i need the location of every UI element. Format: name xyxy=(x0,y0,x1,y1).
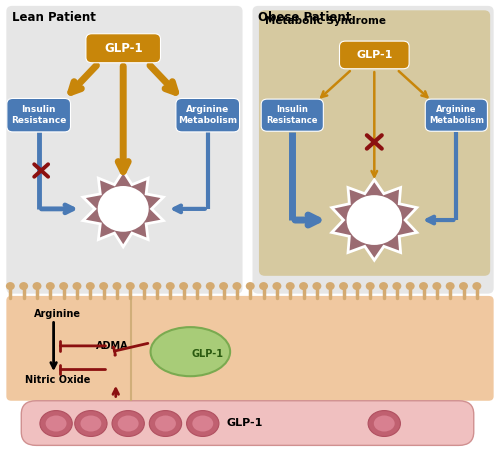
Text: Insulin
Resistance: Insulin Resistance xyxy=(266,106,318,125)
Text: GLP-1: GLP-1 xyxy=(227,418,263,428)
Circle shape xyxy=(272,282,281,290)
FancyBboxPatch shape xyxy=(86,34,160,63)
Text: Lean Patient: Lean Patient xyxy=(12,11,96,24)
Circle shape xyxy=(59,282,68,290)
Circle shape xyxy=(232,282,241,290)
FancyBboxPatch shape xyxy=(426,99,488,131)
FancyBboxPatch shape xyxy=(22,401,474,445)
Polygon shape xyxy=(332,180,417,260)
Circle shape xyxy=(459,282,468,290)
Circle shape xyxy=(72,282,82,290)
Text: GLP-1: GLP-1 xyxy=(192,349,224,359)
Circle shape xyxy=(379,282,388,290)
Circle shape xyxy=(166,282,175,290)
Circle shape xyxy=(246,282,254,290)
Circle shape xyxy=(46,282,55,290)
Circle shape xyxy=(346,195,402,245)
Circle shape xyxy=(99,282,108,290)
Circle shape xyxy=(6,282,15,290)
Ellipse shape xyxy=(150,327,230,376)
FancyBboxPatch shape xyxy=(259,10,490,276)
Circle shape xyxy=(406,282,414,290)
Circle shape xyxy=(152,282,162,290)
Circle shape xyxy=(139,282,148,290)
Circle shape xyxy=(259,282,268,290)
Text: GLP-1: GLP-1 xyxy=(104,42,142,55)
Text: Arginine
Metabolism: Arginine Metabolism xyxy=(178,106,238,125)
Circle shape xyxy=(299,282,308,290)
Circle shape xyxy=(419,282,428,290)
Ellipse shape xyxy=(150,410,182,436)
Circle shape xyxy=(339,282,348,290)
Circle shape xyxy=(192,282,202,290)
Polygon shape xyxy=(83,171,164,247)
Ellipse shape xyxy=(192,415,213,431)
Ellipse shape xyxy=(155,415,176,431)
Ellipse shape xyxy=(368,410,400,436)
Circle shape xyxy=(326,282,334,290)
Ellipse shape xyxy=(46,415,66,431)
Circle shape xyxy=(112,282,122,290)
FancyBboxPatch shape xyxy=(6,6,242,294)
Circle shape xyxy=(312,282,322,290)
Text: Nitric Oxide: Nitric Oxide xyxy=(26,375,90,385)
FancyBboxPatch shape xyxy=(7,98,70,132)
Ellipse shape xyxy=(118,415,139,431)
Circle shape xyxy=(432,282,442,290)
Circle shape xyxy=(86,282,95,290)
FancyBboxPatch shape xyxy=(340,41,409,69)
Circle shape xyxy=(446,282,454,290)
Circle shape xyxy=(219,282,228,290)
Text: ADMA: ADMA xyxy=(96,341,128,351)
FancyBboxPatch shape xyxy=(176,98,240,132)
Circle shape xyxy=(98,186,148,232)
Ellipse shape xyxy=(374,415,394,431)
Circle shape xyxy=(472,282,482,290)
Ellipse shape xyxy=(80,415,102,431)
Circle shape xyxy=(206,282,214,290)
Circle shape xyxy=(126,282,135,290)
Circle shape xyxy=(392,282,402,290)
Circle shape xyxy=(19,282,28,290)
Text: Insulin
Resistance: Insulin Resistance xyxy=(11,106,66,125)
Text: Metabolic Syndrome: Metabolic Syndrome xyxy=(265,16,386,26)
Ellipse shape xyxy=(40,410,72,436)
Text: Obese Patient: Obese Patient xyxy=(258,11,352,24)
Circle shape xyxy=(32,282,42,290)
Text: Arginine: Arginine xyxy=(34,309,80,319)
Ellipse shape xyxy=(112,410,144,436)
Circle shape xyxy=(366,282,374,290)
Ellipse shape xyxy=(186,410,219,436)
FancyBboxPatch shape xyxy=(261,99,324,131)
FancyBboxPatch shape xyxy=(6,296,494,401)
Text: GLP-1: GLP-1 xyxy=(356,50,393,60)
Text: Arginine
Metabolism: Arginine Metabolism xyxy=(429,106,484,125)
Ellipse shape xyxy=(74,410,107,436)
Circle shape xyxy=(286,282,294,290)
Circle shape xyxy=(179,282,188,290)
Circle shape xyxy=(352,282,362,290)
FancyBboxPatch shape xyxy=(252,6,494,294)
